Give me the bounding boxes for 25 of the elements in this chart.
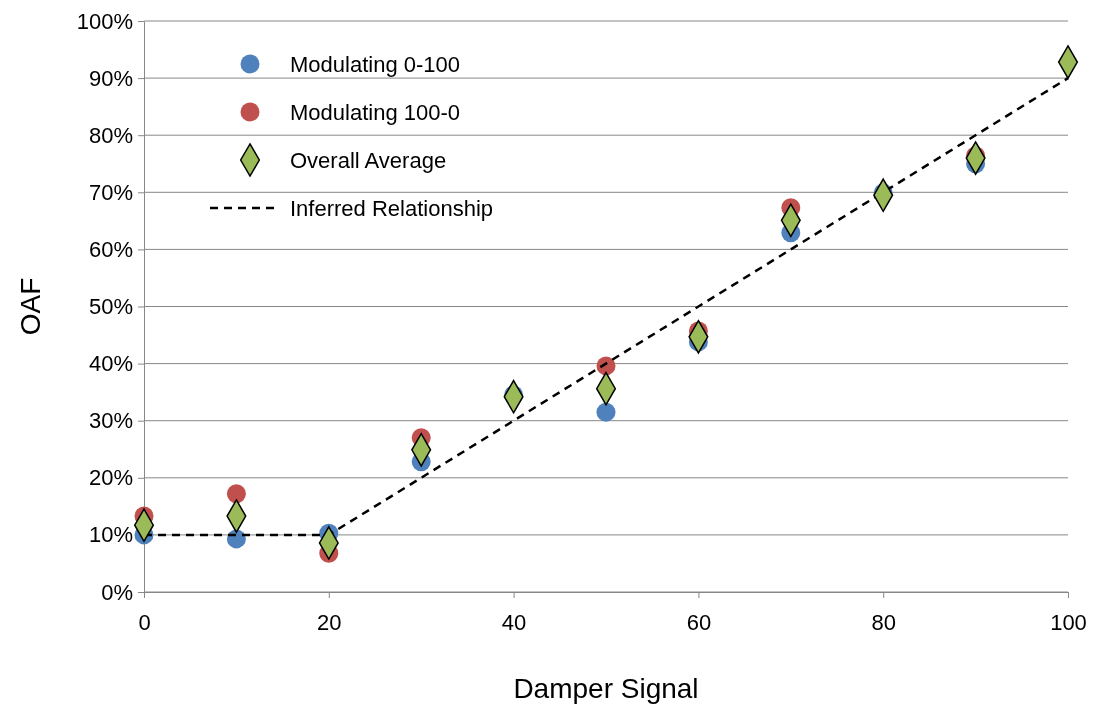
y-tick-label: 70% (88, 179, 133, 205)
legend-label: Overall Average (290, 148, 447, 173)
point (226, 484, 246, 504)
y-tick-label: 80% (88, 122, 133, 148)
x-tick-label: 0 (138, 609, 151, 635)
y-tick-label: 0% (101, 579, 133, 605)
y-tick-label: 50% (88, 294, 133, 320)
legend-label: Inferred Relationship (290, 196, 494, 221)
point (596, 402, 616, 422)
y-tick-label: 10% (88, 522, 133, 548)
y-axis-title: OAF (15, 277, 46, 336)
y-tick-label: 90% (88, 65, 133, 91)
x-tick-label: 60 (686, 609, 712, 635)
x-tick-label: 80 (871, 609, 896, 635)
x-tick-label: 40 (501, 609, 527, 635)
y-tick-label: 100% (76, 8, 133, 34)
x-tick-label: 100 (1050, 609, 1087, 635)
x-tick-label: 20 (317, 609, 342, 635)
y-tick-label: 40% (88, 351, 133, 377)
x-axis-title: Damper Signal (513, 673, 699, 704)
y-tick-label: 60% (88, 236, 133, 262)
y-tick-label: 20% (88, 465, 133, 491)
y-tick-label: 30% (88, 408, 133, 434)
legend-label: Modulating 100-0 (290, 100, 461, 125)
legend-label: Modulating 0-100 (290, 52, 461, 77)
